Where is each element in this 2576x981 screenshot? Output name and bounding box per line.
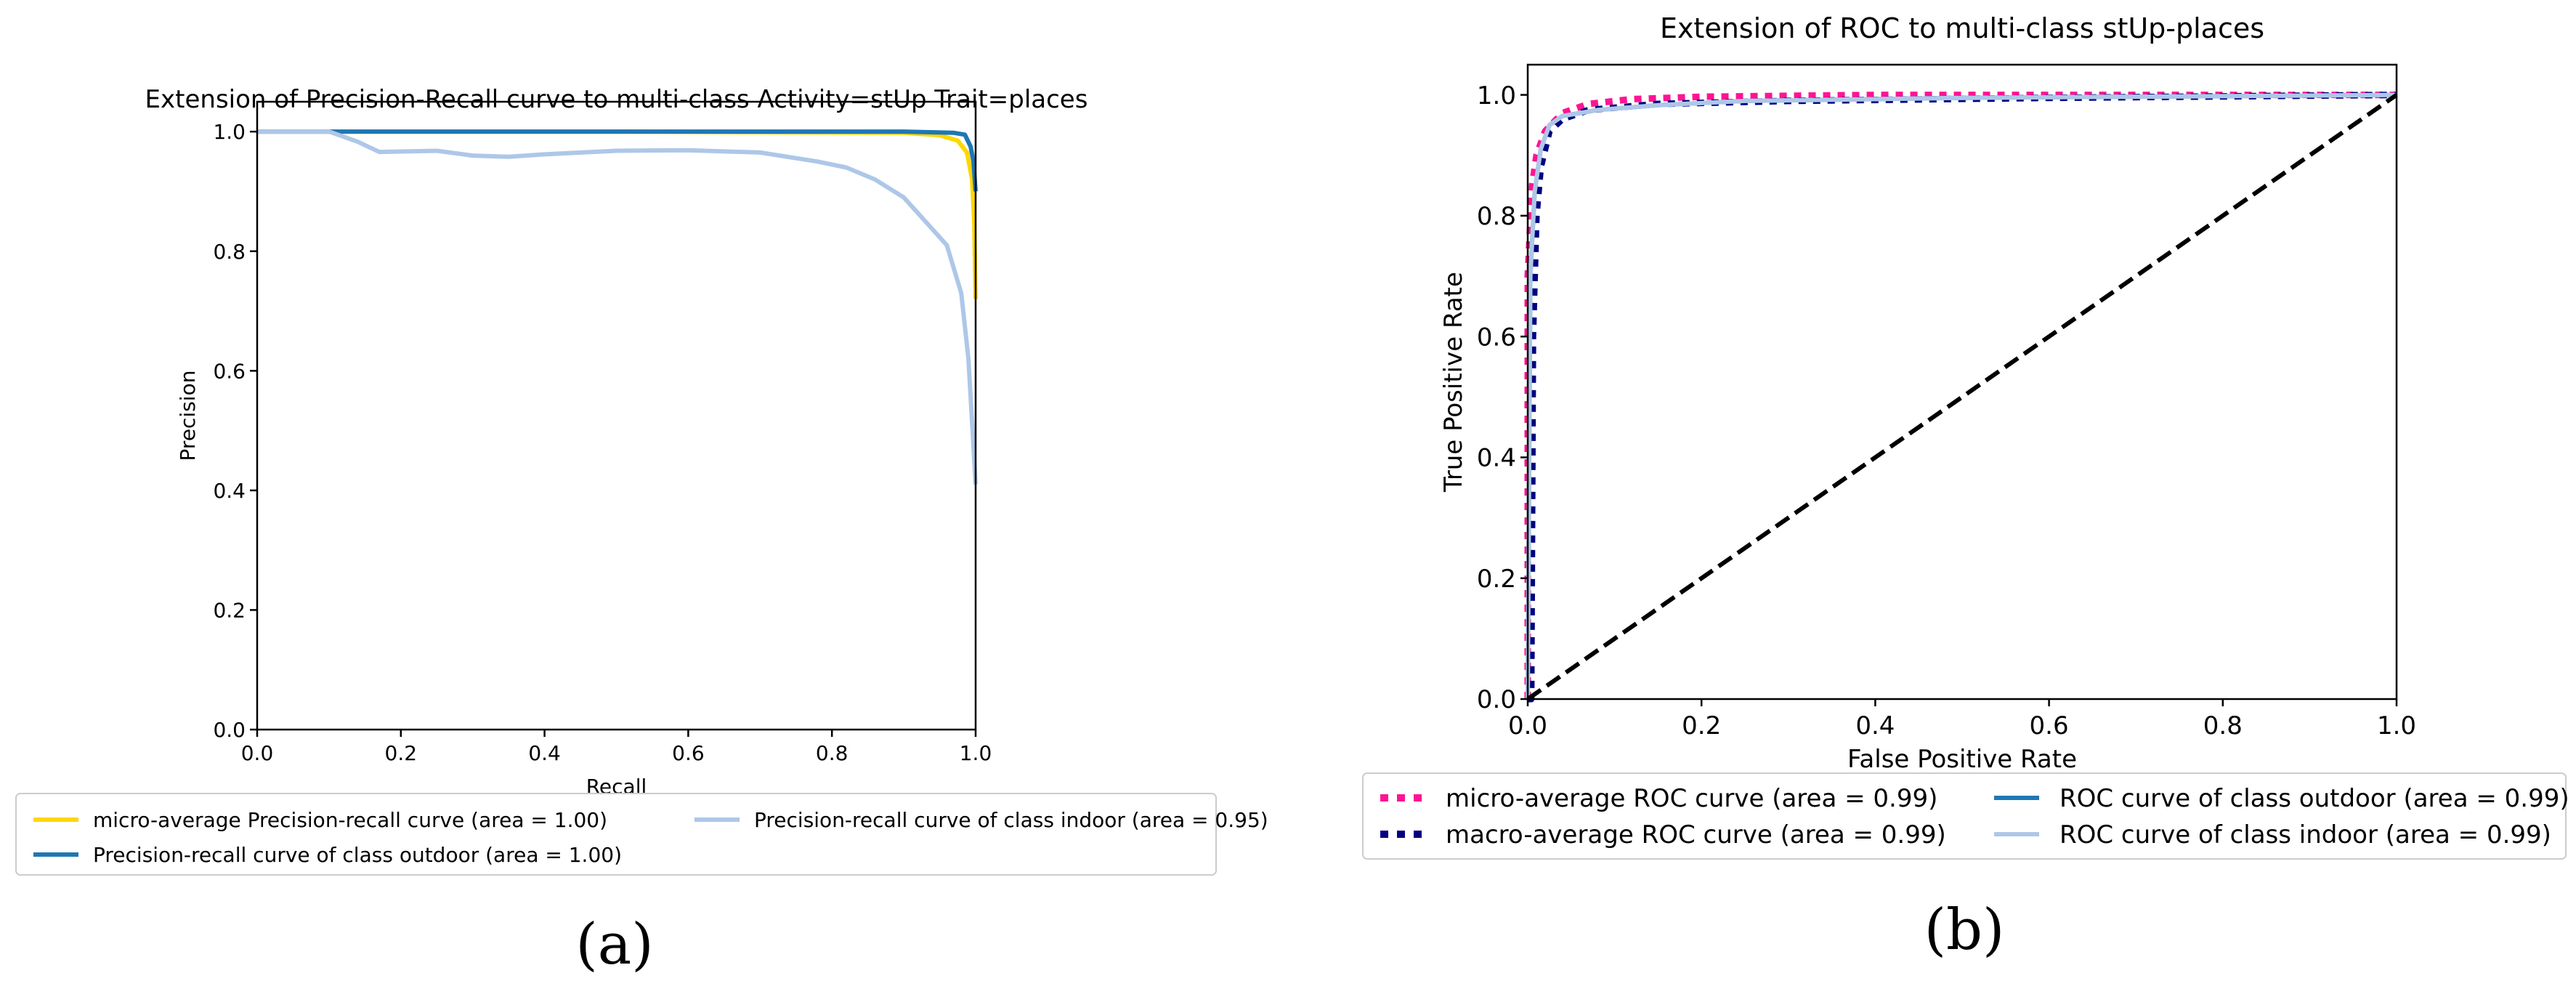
x-tick-label: 1.0 xyxy=(2377,711,2416,740)
x-tick-label: 0.0 xyxy=(1508,711,1547,740)
chart-panel-b: Extension of ROC to multi-class stUp-pla… xyxy=(1362,12,2569,963)
y-tick-label: 0.0 xyxy=(1477,685,1516,714)
series-line-3 xyxy=(1526,92,2397,700)
series-line-1 xyxy=(1528,92,2397,703)
series-line-2 xyxy=(257,129,978,485)
series-line-1 xyxy=(257,129,978,192)
series-line-2 xyxy=(1526,92,2397,700)
y-tick-label: 0.6 xyxy=(1477,323,1516,352)
series-line-0 xyxy=(1524,92,2397,699)
legend-entry: micro-average Precision-recall curve (ar… xyxy=(93,808,607,832)
legend-entry: micro-average ROC curve (area = 0.99) xyxy=(1446,784,1937,813)
x-tick-label: 0.2 xyxy=(385,741,418,765)
plot-frame xyxy=(1526,63,2398,701)
chart-title: Extension of ROC to multi-class stUp-pla… xyxy=(1660,12,2264,44)
x-tick-label: 0.2 xyxy=(1682,711,1721,740)
y-tick-label: 1.0 xyxy=(213,120,246,144)
x-tick-label: 0.4 xyxy=(528,741,561,765)
y-tick-label: 0.6 xyxy=(213,359,246,383)
x-tick-label: 0.8 xyxy=(816,741,848,765)
y-tick-label: 0.4 xyxy=(213,479,246,503)
series-group xyxy=(257,129,978,485)
legend-box xyxy=(1362,772,2567,860)
y-axis-label: Precision xyxy=(176,371,200,461)
y-axis-label: True Positive Rate xyxy=(1439,272,1468,493)
chart-title: Extension of Precision-Recall curve to m… xyxy=(145,85,1088,114)
series-group xyxy=(1524,92,2398,703)
legend-entry: macro-average ROC curve (area = 0.99) xyxy=(1446,820,1946,849)
panel-label: (a) xyxy=(575,912,653,977)
x-tick-label: 0.0 xyxy=(241,741,274,765)
series-line-4 xyxy=(1526,93,2398,701)
y-tick-label: 0.2 xyxy=(213,599,246,623)
y-tick-label: 0.8 xyxy=(213,240,246,264)
y-tick-label: 0.4 xyxy=(1477,444,1516,473)
plot-frame xyxy=(256,100,977,731)
x-axis-label: False Positive Rate xyxy=(1847,745,2077,774)
y-tick-label: 1.0 xyxy=(1477,81,1516,110)
chart-panel-a: Extension of Precision-Recall curve to m… xyxy=(15,85,1268,977)
panel-label: (b) xyxy=(1924,897,2005,963)
series-line-0 xyxy=(257,129,978,299)
x-tick-label: 0.4 xyxy=(1855,711,1895,740)
y-tick-label: 0.8 xyxy=(1477,202,1516,231)
legend-entry: Precision-recall curve of class outdoor … xyxy=(93,843,622,867)
y-tick-label: 0.2 xyxy=(1477,565,1516,594)
y-tick-label: 0.0 xyxy=(213,718,246,742)
x-tick-label: 1.0 xyxy=(960,741,992,765)
legend: micro-average Precision-recall curve (ar… xyxy=(15,793,1268,876)
legend-entry: ROC curve of class indoor (area = 0.99) xyxy=(2059,820,2551,849)
legend: micro-average ROC curve (area = 0.99) mac… xyxy=(1362,772,2569,860)
legend-box xyxy=(15,793,1217,876)
legend-entry: Precision-recall curve of class indoor (… xyxy=(754,808,1268,832)
legend-entry: ROC curve of class outdoor (area = 0.99) xyxy=(2059,784,2569,813)
x-tick-label: 0.6 xyxy=(672,741,705,765)
x-tick-label: 0.8 xyxy=(2203,711,2243,740)
x-tick-label: 0.6 xyxy=(2030,711,2069,740)
